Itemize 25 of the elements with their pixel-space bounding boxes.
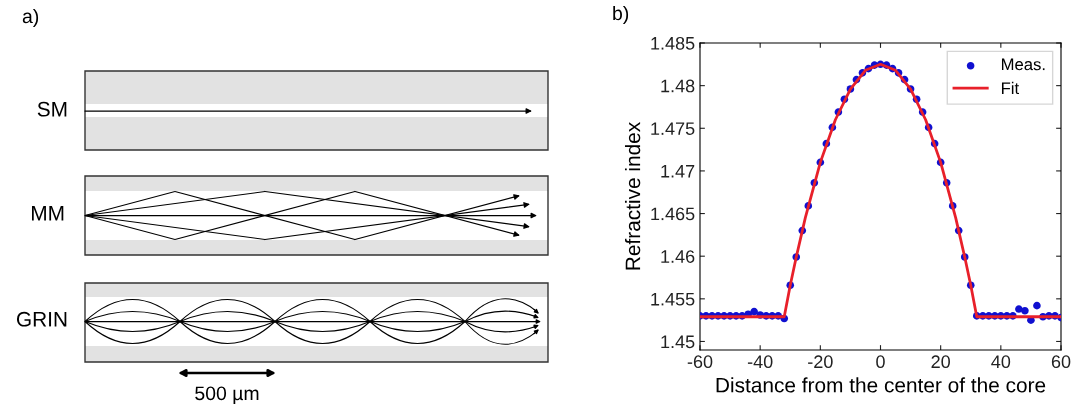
y-tick-label: 1.48 <box>661 79 695 93</box>
x-tick-label: -40 <box>747 355 773 369</box>
x-tick-label: 0 <box>876 355 885 369</box>
y-tick-label: 1.46 <box>661 250 695 263</box>
y-tick-label: 1.45 <box>661 335 695 349</box>
legend-label: Meas. <box>1001 58 1045 71</box>
x-tick-label: -20 <box>808 355 833 369</box>
y-tick-label: 1.485 <box>651 36 695 50</box>
chart-title: b) <box>613 5 629 25</box>
legend-label: Fit <box>1001 81 1020 95</box>
text: MM <box>32 206 64 221</box>
x-tick-label: 20 <box>931 355 950 369</box>
text: SM <box>37 101 67 117</box>
y-tick-label: 1.475 <box>651 122 695 135</box>
y-axis-title: Refractive index <box>624 122 641 270</box>
x-tick-label: 60 <box>1051 355 1071 369</box>
text: GRIN <box>16 311 67 327</box>
y-tick-label: 1.47 <box>661 165 695 178</box>
x-tick-label: 40 <box>991 355 1011 369</box>
x-tick-label: -60 <box>687 355 713 369</box>
text: a) <box>22 8 39 28</box>
x-axis-title: Distance from the center of the core <box>716 377 1046 393</box>
text: 500 µm <box>195 386 259 405</box>
y-tick-label: 1.465 <box>651 207 695 221</box>
y-tick-label: 1.455 <box>651 292 695 306</box>
